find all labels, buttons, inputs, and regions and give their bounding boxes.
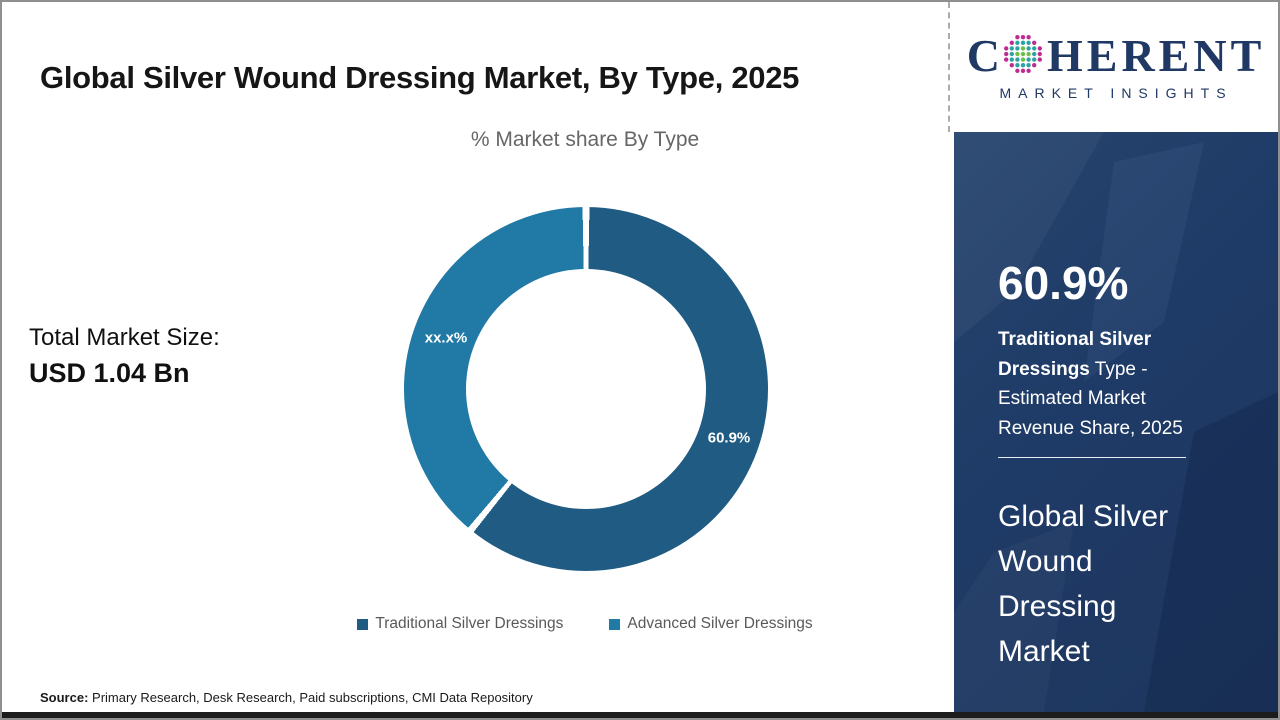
slice-label-traditional: 60.9% bbox=[707, 429, 751, 447]
slice-label-advanced: xx.x% bbox=[424, 329, 468, 347]
sidebar-panel: 60.9% Traditional Silver Dressings Type … bbox=[954, 132, 1278, 712]
source-label: Source: bbox=[40, 690, 89, 705]
donut-chart bbox=[404, 207, 768, 571]
chart-title: % Market share By Type bbox=[470, 128, 700, 151]
donut-chart-area: xx.x% 60.9% bbox=[404, 207, 768, 571]
chart-legend: Traditional Silver Dressings Advanced Si… bbox=[235, 615, 935, 633]
map-texture bbox=[954, 132, 1278, 712]
highlight-share-segment: Traditional Silver Dressings bbox=[998, 329, 1152, 380]
sidebar-market-name: Global Silver Wound Dressing Market bbox=[998, 500, 1169, 668]
legend-swatch-advanced-icon bbox=[609, 618, 621, 630]
highlight-share-caption: Type - Estimated Market Revenue Share, 2… bbox=[998, 358, 1183, 439]
logo-globe-icon bbox=[1003, 35, 1042, 73]
brand-logo: C HERENT MARKET INSIGHTS bbox=[954, 2, 1278, 132]
highlight-share-text: Traditional Silver Dressings Type - Esti… bbox=[998, 325, 1210, 443]
total-market-block: Total Market Size: USD 1.04 Bn bbox=[29, 324, 220, 389]
logo-wordmark: C HERENT bbox=[967, 33, 1266, 79]
sidebar-divider bbox=[998, 457, 1186, 458]
logo-letters-rest: HERENT bbox=[1046, 30, 1266, 81]
legend-swatch-traditional-icon bbox=[357, 618, 369, 630]
legend-label-traditional: Traditional Silver Dressings bbox=[375, 615, 564, 632]
bottom-border-bar bbox=[2, 712, 1278, 718]
source-line: Source: Primary Research, Desk Research,… bbox=[40, 690, 533, 705]
source-text: Primary Research, Desk Research, Paid su… bbox=[88, 690, 533, 705]
legend-label-advanced: Advanced Silver Dressings bbox=[627, 615, 813, 632]
vertical-dashed-divider bbox=[948, 2, 950, 132]
logo-letter-c: C bbox=[966, 30, 1000, 81]
highlight-share-value: 60.9% bbox=[998, 257, 1129, 309]
page-title: Global Silver Wound Dressing Market, By … bbox=[40, 59, 800, 95]
legend-item-traditional: Traditional Silver Dressings bbox=[357, 615, 563, 633]
logo-subtitle: MARKET INSIGHTS bbox=[999, 85, 1233, 101]
legend-item-advanced: Advanced Silver Dressings bbox=[609, 615, 813, 633]
total-market-label: Total Market Size: bbox=[29, 324, 220, 351]
total-market-value: USD 1.04 Bn bbox=[29, 358, 190, 388]
